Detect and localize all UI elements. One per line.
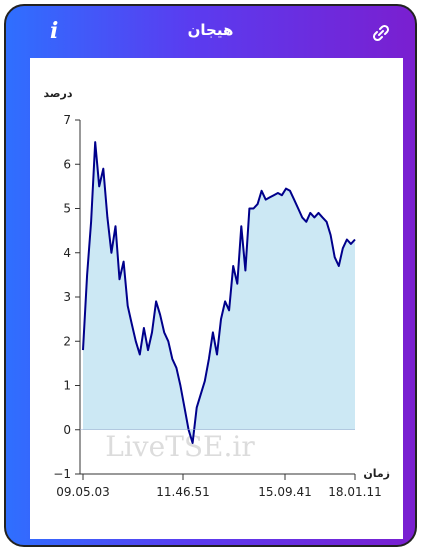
- series-line: [82, 141, 356, 444]
- x-tick-label: 11.46.51: [156, 485, 209, 499]
- y-tick-label: −1: [53, 467, 71, 481]
- y-tick-label: 3: [63, 290, 71, 304]
- watermark: LiveTSE.ir: [105, 430, 255, 463]
- y-tick-label: 4: [63, 246, 71, 260]
- y-axis-label: درصد: [44, 87, 73, 100]
- y-tick-label: 6: [63, 157, 71, 171]
- page-title: هیجان: [187, 21, 234, 39]
- y-tick-label: 0: [63, 423, 71, 437]
- chart-panel: LiveTSE.ir 7 6 5 4 3 2 1 0 −1 09.05.03 11.46.51 15.0…: [30, 58, 403, 539]
- x-tick-label: 18.01.11: [328, 485, 381, 499]
- y-tick-label: 2: [63, 334, 71, 348]
- y-tick-label: 1: [63, 379, 71, 393]
- app-frame: i هیجان LiveTSE.ir 7 6 5 4 3 2 1 0 −1 09.05.03 11.4…: [4, 4, 417, 547]
- excitement-chart: LiveTSE.ir 7 6 5 4 3 2 1 0 −1 09.05.03 11.46.51 15.0…: [44, 87, 390, 499]
- series-area: [83, 142, 355, 443]
- link-icon[interactable]: [371, 23, 391, 43]
- x-axis-label: زمان: [363, 467, 390, 480]
- info-icon[interactable]: i: [50, 18, 59, 44]
- y-tick-label: 5: [63, 202, 71, 216]
- y-tick-label: 7: [63, 113, 71, 127]
- x-tick-label: 09.05.03: [56, 485, 109, 499]
- header: i هیجان: [6, 6, 415, 58]
- x-tick-label: 15.09.41: [258, 485, 311, 499]
